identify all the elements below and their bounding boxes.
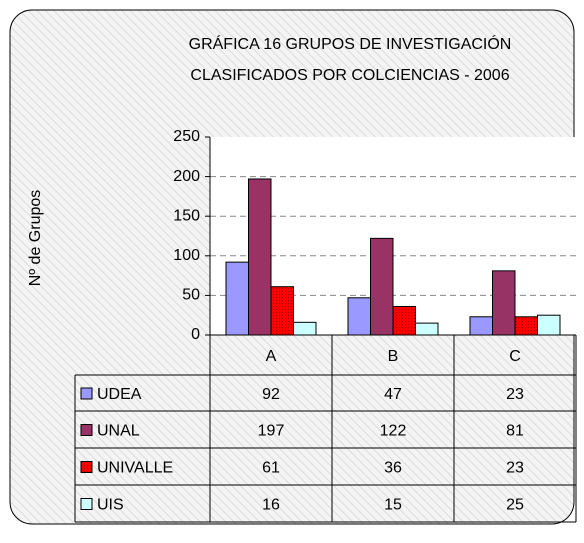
- x-tick-label: A: [266, 348, 277, 365]
- table-value: 47: [384, 386, 402, 403]
- y-axis-label: Nº de Grupos: [27, 190, 44, 287]
- table-value: 15: [384, 497, 402, 514]
- legend-label: UNAL: [97, 423, 140, 440]
- legend-swatch: [80, 461, 93, 473]
- table-value: 25: [506, 497, 524, 514]
- x-tick-label: B: [388, 348, 399, 365]
- y-tick-label: 200: [173, 168, 200, 185]
- bar: [248, 178, 272, 336]
- x-tick-label: C: [509, 348, 521, 365]
- bar: [293, 321, 317, 336]
- bar: [514, 316, 538, 336]
- legend-label: UDEA: [97, 386, 142, 403]
- table-value: 23: [506, 386, 524, 403]
- legend-swatch: [80, 387, 93, 400]
- legend-swatch: [80, 498, 93, 510]
- bar: [270, 286, 294, 336]
- table-value: 122: [380, 423, 407, 440]
- y-tick-label: 100: [173, 247, 200, 264]
- bar: [469, 316, 493, 336]
- bar: [537, 314, 561, 336]
- legend-label: UIS: [97, 497, 124, 514]
- y-tick-label: 50: [182, 287, 200, 304]
- bar: [347, 297, 371, 336]
- table-value: 61: [262, 460, 280, 477]
- table-value: 36: [384, 460, 402, 477]
- chart-title: CLASIFICADOS POR COLCIENCIAS - 2006: [190, 67, 509, 84]
- bar: [225, 261, 249, 336]
- table-value: 16: [262, 497, 280, 514]
- bar: [370, 237, 394, 336]
- bar: [392, 305, 416, 336]
- bar: [415, 322, 439, 336]
- legend-swatch: [80, 424, 93, 436]
- y-tick-label: 250: [173, 128, 200, 145]
- legend-label: UNIVALLE: [97, 460, 173, 477]
- table-value: 23: [506, 460, 524, 477]
- chart-title: GRÁFICA 16 GRUPOS DE INVESTIGACIÓN: [189, 34, 512, 53]
- y-tick-label: 150: [173, 207, 200, 224]
- table-value: 81: [506, 423, 524, 440]
- table-value: 197: [258, 423, 285, 440]
- bar: [492, 270, 516, 336]
- y-tick-label: 0: [191, 326, 200, 343]
- table-value: 92: [262, 386, 280, 403]
